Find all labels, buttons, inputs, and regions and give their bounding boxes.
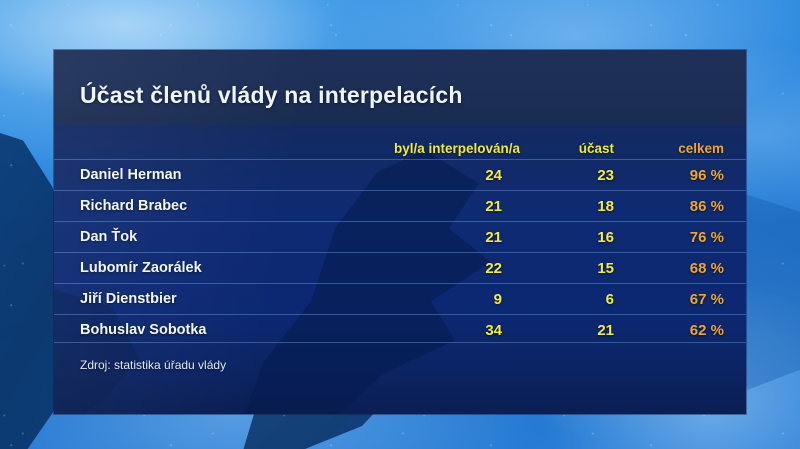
column-header-total: celkem [678, 141, 724, 156]
infographic-panel: Účast členů vlády na interpelacích byl/a… [54, 50, 746, 414]
cell-total-percent: 67 % [626, 283, 746, 315]
cell-attendance: 18 [514, 190, 626, 222]
table-body: Daniel Herman 24 23 96 % Richard Brabec … [54, 159, 746, 346]
cell-minister-name: Lubomír Zaorálek [54, 252, 394, 284]
table-row: Lubomír Zaorálek 22 15 68 % [54, 252, 746, 284]
source-attribution: Zdroj: statistika úřadu vlády [80, 358, 227, 372]
cell-attendance: 15 [514, 252, 626, 284]
cell-total-percent: 96 % [626, 159, 746, 191]
cell-total-percent: 62 % [626, 314, 746, 346]
cell-total-percent: 86 % [626, 190, 746, 222]
table-row: Daniel Herman 24 23 96 % [54, 159, 746, 191]
column-header-interpelled: byl/a interpelován/a [394, 141, 521, 156]
cell-interpelled: 34 [394, 314, 514, 346]
cell-attendance: 6 [514, 283, 626, 315]
cell-minister-name: Jiří Dienstbier [54, 283, 394, 315]
stats-table: byl/a interpelován/a účast celkem Daniel… [54, 123, 746, 346]
page-title: Účast členů vlády na interpelacích [80, 82, 463, 108]
cell-interpelled: 22 [394, 252, 514, 284]
column-header-attendance: účast [578, 141, 614, 156]
cell-attendance: 21 [514, 314, 626, 346]
cell-total-percent: 76 % [626, 221, 746, 253]
cell-interpelled: 9 [394, 283, 514, 315]
cell-minister-name: Richard Brabec [54, 190, 394, 222]
table-row: Bohuslav Sobotka 34 21 62 % [54, 314, 746, 346]
cell-minister-name: Daniel Herman [54, 159, 394, 191]
table-head: byl/a interpelován/a účast celkem [54, 123, 746, 160]
title-band: Účast členů vlády na interpelacích [54, 50, 746, 123]
table-row: Jiří Dienstbier 9 6 67 % [54, 283, 746, 315]
column-header-name [54, 123, 394, 160]
table-header-row: byl/a interpelován/a účast celkem [54, 123, 746, 160]
table-row: Richard Brabec 21 18 86 % [54, 190, 746, 222]
table-bottom-rule [54, 342, 746, 343]
cell-interpelled: 24 [394, 159, 514, 191]
cell-minister-name: Bohuslav Sobotka [54, 314, 394, 346]
cell-attendance: 16 [514, 221, 626, 253]
cell-attendance: 23 [514, 159, 626, 191]
cell-interpelled: 21 [394, 221, 514, 253]
stats-table-wrapper: byl/a interpelován/a účast celkem Daniel… [54, 123, 746, 414]
table-row: Dan Ťok 21 16 76 % [54, 221, 746, 253]
cell-total-percent: 68 % [626, 252, 746, 284]
cell-interpelled: 21 [394, 190, 514, 222]
cell-minister-name: Dan Ťok [54, 221, 394, 253]
